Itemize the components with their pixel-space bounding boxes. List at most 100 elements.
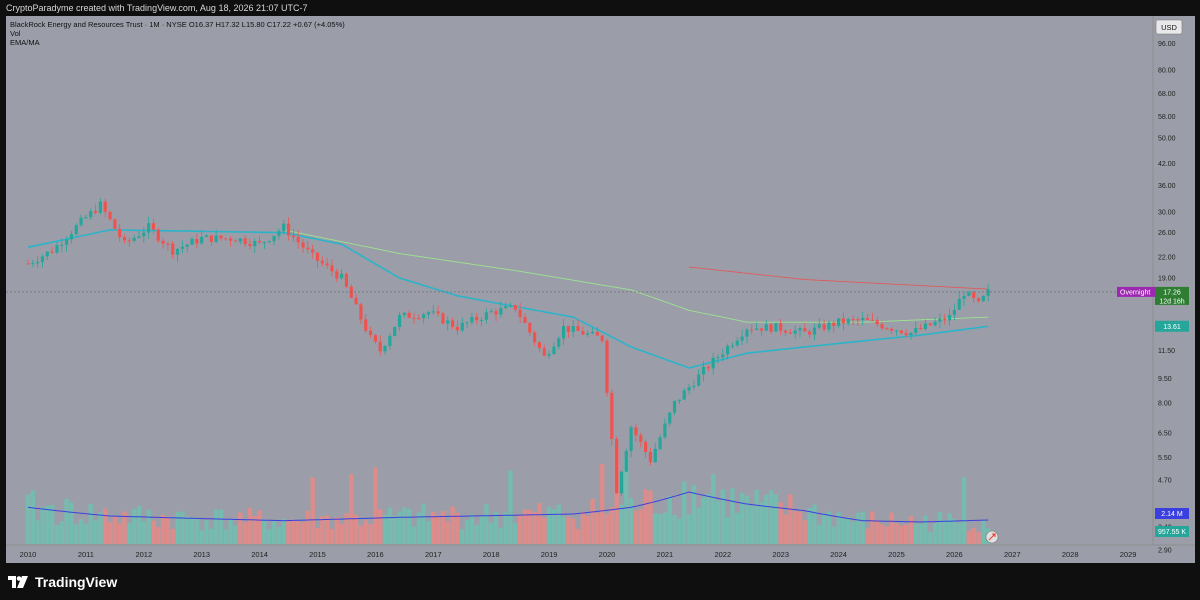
- candle-up: [721, 354, 725, 358]
- volume-bar: [976, 531, 981, 544]
- volume-bar: [30, 490, 36, 544]
- candle-up: [340, 273, 344, 279]
- price-tick: 5.50: [1158, 455, 1172, 462]
- candle-down: [127, 240, 131, 242]
- candle-down: [634, 427, 638, 436]
- price-tick: 26.00: [1158, 230, 1176, 237]
- candle-down: [865, 317, 870, 320]
- volume-bar: [971, 527, 976, 544]
- time-tick: 2018: [483, 550, 500, 559]
- time-axis[interactable]: 2010 2011 2012 2013 2014 2015 2016 2017 2018 2019…: [20, 550, 1137, 559]
- candle-down: [373, 335, 377, 342]
- volume-bar: [107, 522, 113, 544]
- scroll-to-realtime-button[interactable]: [985, 530, 999, 544]
- volume-bar: [406, 509, 412, 544]
- time-tick: 2012: [135, 550, 152, 559]
- candle-down: [311, 249, 315, 253]
- candle-up: [214, 235, 218, 242]
- candle-down: [209, 235, 213, 242]
- volume-bar: [657, 513, 663, 544]
- volume-bar: [300, 522, 306, 544]
- volume-bar: [561, 516, 566, 544]
- candle-down: [315, 252, 320, 261]
- volume-bar: [262, 519, 267, 544]
- candle-down: [436, 311, 440, 314]
- volume-bar: [127, 523, 132, 544]
- volume-bar: [363, 520, 368, 544]
- volume-bar: [725, 517, 730, 544]
- candle-down: [856, 319, 860, 321]
- volume-bar: [860, 511, 865, 544]
- tradingview-logo[interactable]: TradingView: [8, 574, 117, 590]
- candle-down: [976, 298, 981, 302]
- price-tick: 80.00: [1158, 68, 1176, 75]
- candle-down: [354, 297, 358, 305]
- candle-down: [803, 328, 807, 332]
- volume-bar: [54, 525, 60, 544]
- candle-up: [967, 292, 971, 296]
- price-tick: 9.50: [1158, 376, 1172, 383]
- candle-down: [26, 263, 30, 265]
- volume-bar: [590, 498, 595, 544]
- volume-bar: [648, 490, 653, 544]
- vol-indicator-label[interactable]: Vol: [10, 29, 21, 38]
- volume-bar: [884, 526, 890, 544]
- candle-down: [93, 211, 98, 213]
- candle-up: [774, 323, 778, 332]
- volume-bar: [624, 457, 629, 544]
- candle-up: [175, 248, 180, 255]
- candle-up: [957, 298, 961, 310]
- candle-down: [451, 320, 455, 327]
- candle-down: [851, 319, 855, 321]
- candle-up: [677, 399, 681, 401]
- symbol-info[interactable]: BlackRock Energy and Resources Trust · 1…: [10, 20, 345, 29]
- candle-up: [981, 295, 985, 302]
- volume-bar: [556, 504, 561, 544]
- candle-up: [422, 314, 426, 318]
- candle-down: [542, 348, 546, 356]
- volume-bar: [392, 515, 397, 544]
- volume-bar: [286, 520, 291, 544]
- candle-down: [229, 238, 233, 241]
- candle-up: [60, 244, 64, 246]
- candle-up: [388, 336, 392, 346]
- last-price-value: 17.26: [1163, 289, 1181, 296]
- lightning-icon: [988, 533, 996, 541]
- candle-down: [344, 273, 349, 287]
- candle-down: [243, 238, 247, 245]
- volume-bar: [450, 506, 455, 544]
- candle-up: [190, 238, 194, 245]
- candle-down: [875, 320, 879, 325]
- volume-bar: [185, 516, 190, 544]
- candle-up: [726, 345, 730, 355]
- candle-down: [523, 317, 527, 324]
- volume-bar: [397, 511, 402, 544]
- volume-bar: [416, 512, 422, 544]
- ema-value: 13.61: [1163, 324, 1181, 331]
- candle-up: [267, 241, 271, 243]
- volume-bar: [218, 509, 224, 544]
- volume-bar: [493, 511, 499, 544]
- candle-down: [706, 366, 710, 369]
- candle-up: [701, 366, 706, 375]
- candle-up: [383, 345, 387, 352]
- volume-bar: [947, 513, 952, 544]
- currency-button[interactable]: USD: [1155, 19, 1183, 35]
- candle-down: [108, 211, 112, 220]
- candle-down: [301, 242, 305, 248]
- candle-down: [103, 201, 107, 212]
- candle-down: [537, 342, 542, 349]
- price-tick: 4.70: [1158, 478, 1172, 485]
- volume-bar: [614, 447, 619, 544]
- candle-up: [798, 328, 802, 331]
- volume-bar: [315, 528, 320, 544]
- volume-bar: [754, 489, 759, 544]
- ema-indicator-label[interactable]: EMA/MA: [10, 38, 40, 47]
- volume-bar: [870, 511, 875, 544]
- currency-label: USD: [1161, 23, 1177, 32]
- price-axis[interactable]: 96.00 80.00 68.00 58.00 50.00 42.00 36.00 30.00…: [1158, 41, 1176, 554]
- candle-down: [943, 318, 947, 321]
- candle-up: [238, 238, 242, 242]
- price-tick: 2.90: [1158, 547, 1172, 554]
